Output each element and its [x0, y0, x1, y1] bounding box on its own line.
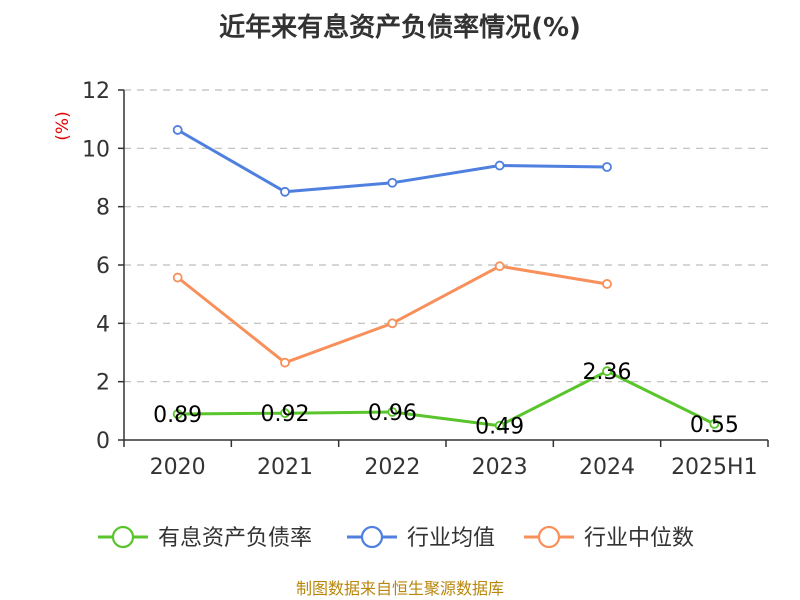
- series-line: [176, 264, 608, 365]
- y-tick-label: 6: [96, 254, 110, 279]
- data-point: [387, 318, 398, 329]
- y-tick-label: 10: [82, 137, 110, 162]
- legend-item: 行业均值: [347, 525, 495, 551]
- legend-label: 行业均值: [407, 526, 495, 551]
- data-point: [280, 408, 290, 419]
- y-tick-label: 8: [96, 196, 110, 221]
- legend-marker: [360, 525, 384, 549]
- data-point: [494, 261, 505, 272]
- legend-label: 行业中位数: [584, 526, 694, 551]
- data-point: [709, 419, 720, 429]
- x-tick-label: 2024: [579, 455, 635, 480]
- series-1: [172, 366, 720, 431]
- data-point: [387, 407, 398, 417]
- data-point: [172, 125, 183, 135]
- legend-label: 有息资产负债率: [158, 526, 312, 551]
- data-point: [494, 420, 505, 431]
- x-tick-label: 2021: [257, 455, 313, 480]
- x-tick-label: 2022: [364, 455, 420, 480]
- data-point: [172, 409, 183, 419]
- y-tick-label: 4: [96, 312, 110, 337]
- data-point: [602, 162, 612, 172]
- data-point: [602, 279, 612, 289]
- data-label: 0.96: [368, 401, 417, 426]
- legend-item: 有息资产负债率: [98, 525, 312, 551]
- source-note: 制图数据来自恒生聚源数据库: [296, 579, 504, 598]
- x-tick-label: 2025H1: [671, 455, 758, 480]
- axes: 0 2 4 6 8 10 12 2020 2021 2022 2023 2024 2025H1: [82, 79, 769, 480]
- y-tick-label: 2: [96, 371, 110, 396]
- chart-title: 近年来有息资产负债率情况(%): [219, 12, 581, 43]
- data-point: [172, 272, 183, 283]
- series-3: [172, 261, 612, 368]
- y-tick-label: 12: [82, 79, 110, 104]
- y-axis-unit-label: (%): [53, 111, 73, 140]
- legend-marker: [111, 525, 135, 549]
- data-labels: 0.89 0.92 0.96 0.49 2.36 0.55: [153, 360, 739, 440]
- data-label: 0.55: [690, 413, 739, 438]
- x-tick-label: 2023: [472, 455, 528, 480]
- y-tick-label: 0: [96, 429, 110, 454]
- legend: 有息资产负债率 行业均值 行业中位数: [98, 525, 694, 551]
- data-point: [602, 366, 612, 377]
- data-point: [494, 160, 505, 171]
- legend-marker: [537, 525, 561, 549]
- data-label: 0.49: [475, 415, 524, 440]
- data-point: [280, 357, 290, 368]
- x-tick-label: 2020: [150, 455, 206, 480]
- grid: [124, 89, 768, 383]
- data-point: [280, 186, 290, 197]
- series-line: [177, 369, 715, 428]
- data-label: 2.36: [583, 360, 632, 385]
- series-2: [172, 125, 612, 197]
- series-layer: [172, 125, 720, 431]
- data-label: 0.92: [261, 402, 310, 427]
- legend-item: 行业中位数: [524, 525, 694, 551]
- data-point: [387, 177, 398, 188]
- data-label: 0.89: [153, 403, 202, 428]
